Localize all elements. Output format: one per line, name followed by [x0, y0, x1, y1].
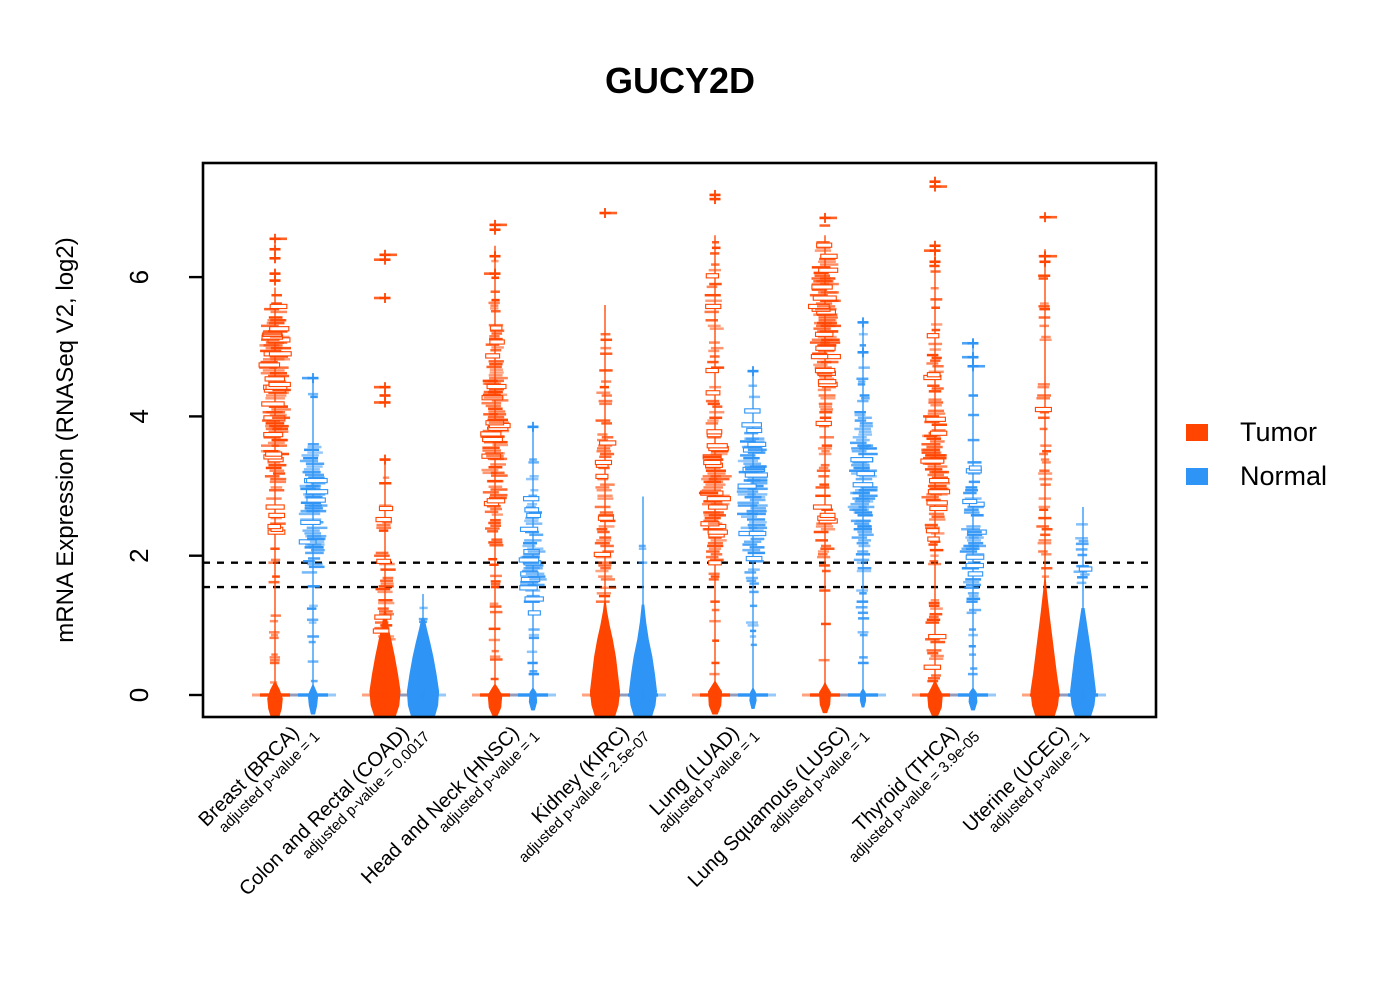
x-label-ucec: Uterine (UCEC)adjusted p-value = 1 [959, 722, 1093, 837]
tumor-swatch-icon [1186, 424, 1208, 441]
tumor-strip-coad [362, 249, 408, 716]
normal-strip-ucec [1060, 506, 1106, 716]
x-label-pvalue: adjusted p-value = 2.5e-07 [515, 728, 653, 866]
legend-label-normal: Normal [1240, 461, 1328, 491]
y-tick-label: 4 [124, 409, 154, 423]
normal-strip-coad [400, 594, 446, 716]
reference-lines [203, 561, 1156, 589]
normal-strip-thca [950, 338, 996, 711]
legend-label-tumor: Tumor [1240, 417, 1318, 447]
x-label-pvalue: adjusted p-value = 3.9e-05 [845, 728, 983, 866]
tumor-strip-hnsc [472, 219, 518, 716]
tumor-strip-luad [692, 189, 738, 715]
normal-strip-luad [730, 366, 776, 709]
tumor-strip-brca [252, 233, 298, 716]
plot-frame [201, 161, 1158, 719]
strips [252, 176, 1106, 716]
legend-item-tumor: Tumor [1186, 417, 1327, 448]
tumor-strip-lusc [802, 212, 848, 714]
normal-strip-brca [290, 373, 336, 715]
legend-item-normal: Normal [1186, 461, 1327, 492]
x-label-coad: Colon and Rectal (COAD)adjusted p-value … [235, 722, 433, 900]
normal-strip-kirc [620, 496, 666, 716]
normal-strip-hnsc [510, 421, 556, 711]
chart-title: GUCY2D [604, 60, 756, 101]
tumor-strip-ucec [1022, 212, 1068, 716]
normal-swatch-icon [1186, 468, 1208, 485]
axes: 0 2 4 6 [124, 270, 203, 702]
y-tick-label: 6 [124, 270, 154, 284]
y-tick-label: 0 [124, 688, 154, 702]
tumor-strip-kirc [582, 208, 628, 716]
y-tick-label: 2 [124, 548, 154, 562]
tumor-strip-thca [912, 176, 958, 716]
normal-strip-lusc [840, 317, 886, 708]
legend: Tumor Normal [1186, 417, 1327, 492]
